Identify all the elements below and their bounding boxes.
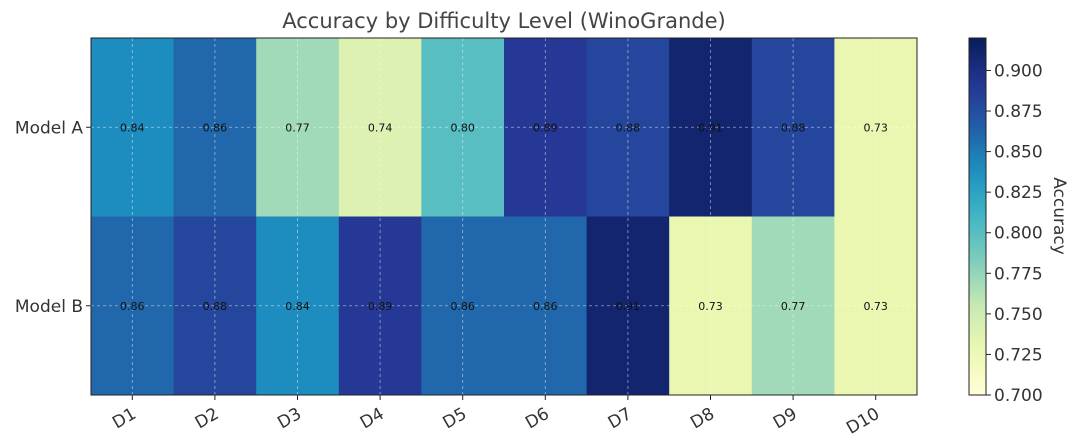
x-tick-label: D2 xyxy=(192,404,223,433)
x-tick-label: D9 xyxy=(770,404,801,433)
cell-value-label: 0.88 xyxy=(616,121,641,134)
cell-value-label: 0.88 xyxy=(203,300,228,313)
colorbar-gradient xyxy=(968,37,987,396)
x-tick-label: D10 xyxy=(843,404,883,436)
colorbar-tick-label: 0.875 xyxy=(994,102,1043,122)
cell-value-label: 0.84 xyxy=(285,300,310,313)
colorbar-label: Accuracy xyxy=(1049,177,1069,255)
cell-value-label: 0.86 xyxy=(120,300,145,313)
cell-value-label: 0.73 xyxy=(863,300,888,313)
colorbar-tick-label: 0.900 xyxy=(994,61,1043,81)
plot-frame xyxy=(90,37,918,396)
x-tick-label: D5 xyxy=(439,404,470,433)
cell-value-labels: 0.84 0.86 0.77 0.74 0.80 0.89 0.88 0.91 0.88 0.73… xyxy=(120,121,888,313)
y-axis: Model A Model B xyxy=(15,118,91,317)
cell-value-label: 0.77 xyxy=(285,121,310,134)
colorbar-tick-label: 0.750 xyxy=(994,305,1043,325)
cell-value-label: 0.89 xyxy=(533,121,558,134)
colorbar-tick-label: 0.775 xyxy=(994,264,1043,284)
cell-value-label: 0.86 xyxy=(533,300,558,313)
colorbar-tick-label: 0.825 xyxy=(994,183,1043,203)
cell-value-label: 0.84 xyxy=(120,121,145,134)
cell-value-label: 0.73 xyxy=(698,300,723,313)
colorbar-tick-label: 0.700 xyxy=(994,386,1043,406)
cell-value-label: 0.86 xyxy=(450,300,475,313)
y-tick-label: Model B xyxy=(15,297,83,317)
y-tick-label: Model A xyxy=(15,118,83,138)
colorbar: 0.700 0.725 0.750 0.775 0.800 0.825 0.850 0.875… xyxy=(968,37,1069,406)
x-tick-label: D8 xyxy=(687,404,718,433)
cell-value-label: 0.88 xyxy=(781,121,806,134)
x-axis: D1 D2 D3 D4 D5 D6 D7 D8 D9 D10 xyxy=(109,395,883,436)
colorbar-tick-label: 0.800 xyxy=(994,224,1043,244)
cell-value-label: 0.73 xyxy=(863,121,888,134)
chart-title: Accuracy by Difficulty Level (WinoGrande… xyxy=(282,9,725,33)
heatmap-cells xyxy=(91,38,918,396)
colorbar-ticks: 0.700 0.725 0.750 0.775 0.800 0.825 0.850 0.875… xyxy=(986,61,1043,406)
cell-value-label: 0.91 xyxy=(616,300,641,313)
cell-value-label: 0.77 xyxy=(781,300,806,313)
x-tick-label: D6 xyxy=(522,404,553,433)
cell-value-label: 0.74 xyxy=(368,121,393,134)
x-tick-label: D7 xyxy=(605,404,636,433)
x-tick-label: D4 xyxy=(357,404,388,433)
cell-value-label: 0.91 xyxy=(698,121,723,134)
x-tick-label: D3 xyxy=(274,404,305,433)
cell-value-label: 0.80 xyxy=(450,121,475,134)
cell-value-label: 0.86 xyxy=(203,121,228,134)
colorbar-tick-label: 0.725 xyxy=(994,345,1043,365)
x-tick-label: D1 xyxy=(109,404,140,433)
colorbar-tick-label: 0.850 xyxy=(994,143,1043,163)
cell-value-label: 0.89 xyxy=(368,300,393,313)
